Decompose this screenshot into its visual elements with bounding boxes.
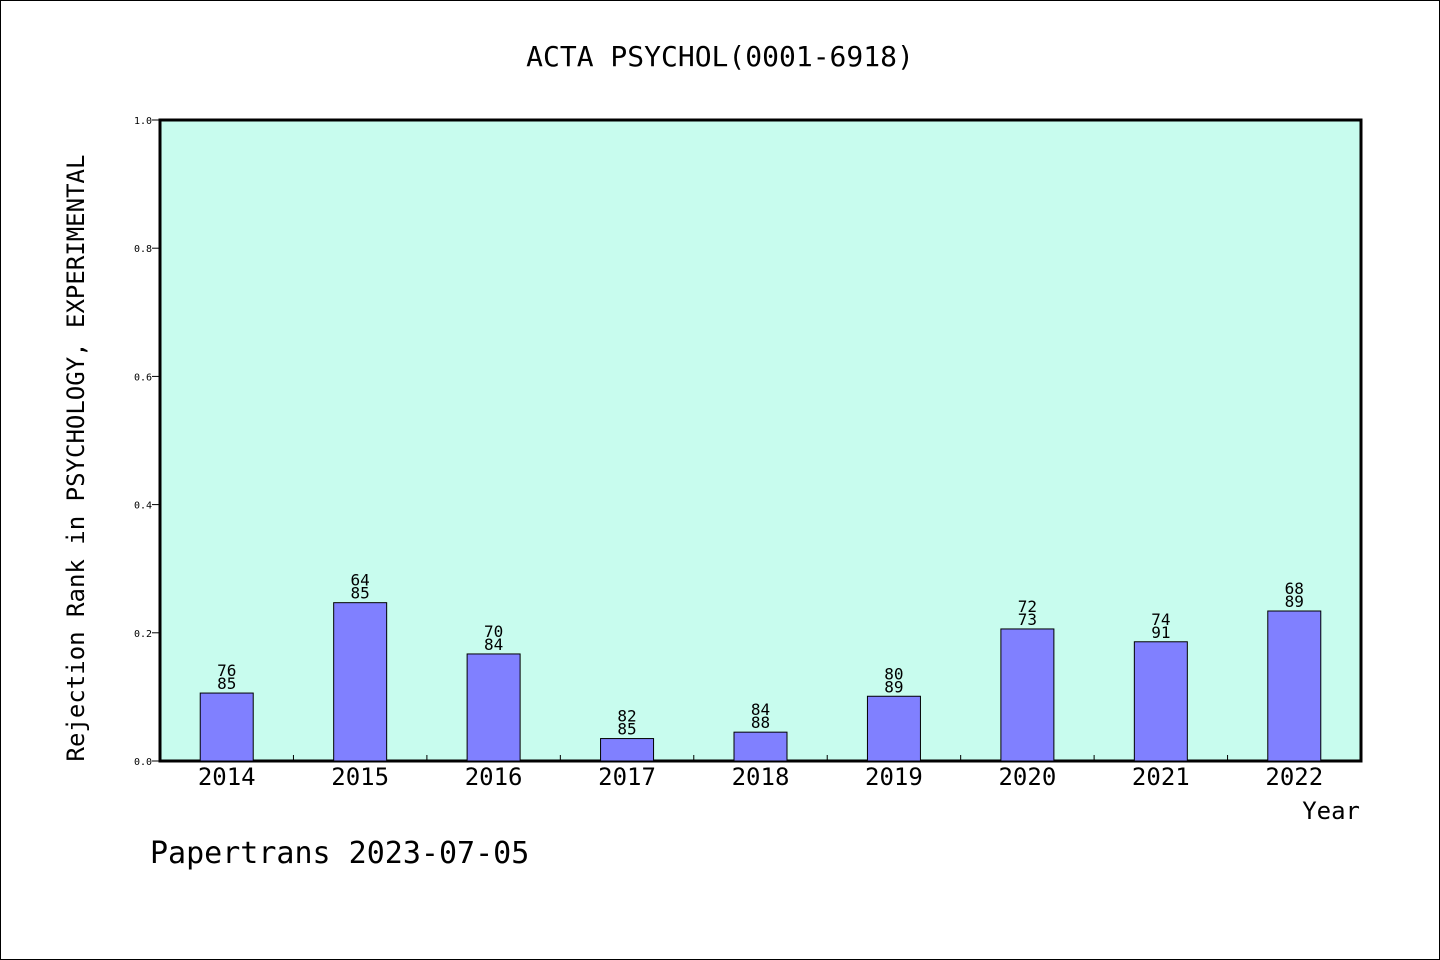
y-tick-label: 0.8 <box>134 244 152 255</box>
y-tick-label: 0.2 <box>134 629 152 640</box>
y-axis-ticks: 0.0 0.2 0.4 0.6 0.8 1.0 <box>134 116 160 768</box>
bar-total-label: 89 <box>1285 592 1304 611</box>
x-tick-label: 2017 <box>598 763 656 791</box>
y-axis-label: Rejection Rank in PSYCHOLOGY, EXPERIMENT… <box>62 155 90 762</box>
bar-2022 <box>1267 610 1322 762</box>
bar-rank-label: 80 <box>884 664 903 683</box>
x-tick-label: 2020 <box>998 763 1056 791</box>
y-tick-label: 0.6 <box>134 372 152 383</box>
bar-2018 <box>733 731 788 762</box>
bar-2017 <box>600 738 655 762</box>
bar-total-label: 85 <box>217 674 236 693</box>
bar-rank-label: 84 <box>751 700 770 719</box>
bar-total-label: 85 <box>351 584 370 603</box>
bar-rank-label: 82 <box>617 707 636 726</box>
bar-rank-label: 76 <box>217 661 236 680</box>
y-tick-label: 1.0 <box>134 116 152 127</box>
x-tick-label: 2015 <box>331 763 389 791</box>
bar-total-label: 91 <box>1151 623 1170 642</box>
y-tick-label: 0.0 <box>134 757 152 768</box>
chart-title: ACTA PSYCHOL(0001-6918) <box>526 40 914 73</box>
bar-rank-label: 68 <box>1285 579 1304 598</box>
bar-total-label: 84 <box>484 635 503 654</box>
bar-2014 <box>199 692 254 762</box>
bar-2021 <box>1133 641 1188 762</box>
bar-rank-label: 74 <box>1151 610 1170 629</box>
x-tick-label: 2016 <box>465 763 523 791</box>
footer-stamp: Papertrans 2023-07-05 <box>150 836 529 871</box>
x-tick-label: 2018 <box>732 763 790 791</box>
x-tick-label: 2022 <box>1265 763 1323 791</box>
bar-total-label: 89 <box>884 677 903 696</box>
x-axis-label: Year <box>1302 797 1360 825</box>
bar-2020 <box>1000 628 1055 762</box>
bars-group <box>199 602 1322 762</box>
y-tick-label: 0.4 <box>134 501 152 512</box>
x-tick-label: 2019 <box>865 763 923 791</box>
x-tick-label: 2021 <box>1132 763 1190 791</box>
bar-rank-label: 64 <box>351 571 370 590</box>
x-tick-label: 2014 <box>198 763 256 791</box>
bar-2015 <box>333 602 388 762</box>
bar-2016 <box>466 653 521 762</box>
bar-rank-label: 70 <box>484 622 503 641</box>
bar-total-label: 73 <box>1018 610 1037 629</box>
bar-2019 <box>866 695 921 762</box>
bar-rank-label: 72 <box>1018 597 1037 616</box>
bar-total-label: 85 <box>617 720 636 739</box>
x-axis-ticks: 2014 2015 2016 2017 2018 2019 2020 2021 2022 <box>198 755 1323 791</box>
bar-total-label: 88 <box>751 713 770 732</box>
